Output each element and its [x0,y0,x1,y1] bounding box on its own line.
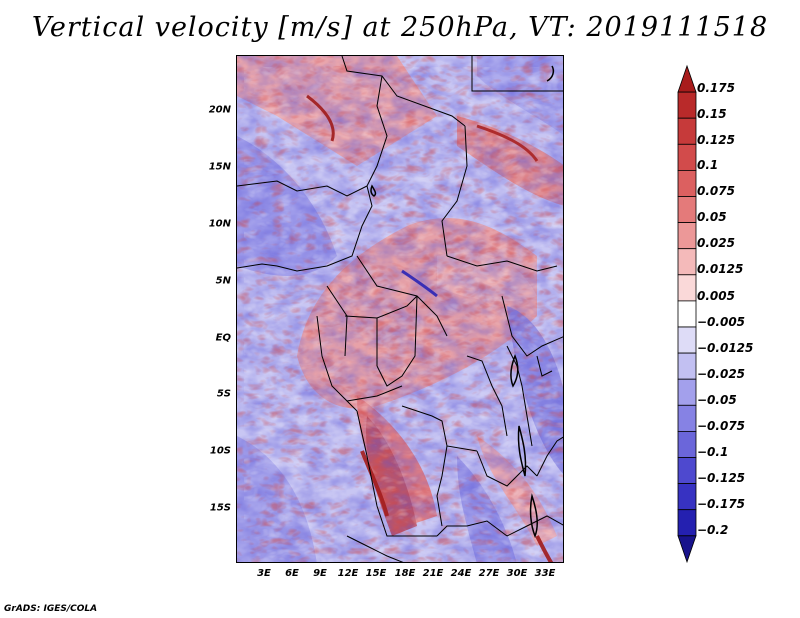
colorbar-segment [677,509,697,537]
colorbar-label: −0.025 [697,367,746,381]
colorbar-label: 0.15 [697,107,727,121]
colorbar-label: 0.075 [697,184,735,198]
colorbar-label: −0.005 [697,315,746,329]
colorbar-segment [677,222,697,250]
colorbar-label: 0.05 [697,210,727,224]
colorbar-segment [677,457,697,485]
colorbar-segment [677,64,697,93]
lon-tick: 3E [257,568,271,579]
lon-tick: 9E [313,568,327,579]
lon-tick: 30E [506,568,528,579]
lon-tick: 24E [450,568,472,579]
colorbar-segment [677,274,697,302]
colorbar-segment [677,300,697,328]
colorbar-label: −0.1 [697,445,729,459]
country-borders [237,56,563,562]
colorbar-segment [677,143,697,171]
colorbar-segment [677,91,697,119]
lat-tick: 5N [215,275,231,287]
lat-tick: 20N [208,104,231,116]
lat-tick: 5S [216,388,231,400]
lakes [370,65,555,539]
lat-tick: EQ [215,332,231,344]
lon-tick: 21E [422,568,444,579]
credit-text: GrADS: IGES/COLA [4,604,98,614]
colorbar-segment [677,378,697,406]
lon-tick: 15E [365,568,387,579]
colorbar-segment [677,117,697,145]
velocity-field [237,56,563,562]
map-area [236,55,564,563]
colorbar-label: −0.2 [697,523,729,537]
lat-tick: 15N [208,161,231,173]
colorbar-label: −0.175 [697,497,746,511]
colorbar-segment [677,326,697,354]
lat-tick: 15S [209,502,231,514]
lon-tick: 27E [478,568,500,579]
colorbar-segment [677,535,697,564]
colorbar-label: 0.125 [697,133,735,147]
lat-tick: 10N [208,218,231,230]
colorbar-segment [677,170,697,197]
colorbar-label: 0.0125 [697,262,744,276]
colorbar-segment [677,248,697,276]
plot-title: Vertical velocity [m/s] at 250hPa, VT: 2… [31,12,769,43]
lon-tick: 6E [285,568,299,579]
colorbar-label: −0.05 [697,393,737,407]
colorbar [677,64,697,564]
colorbar-segment [677,483,697,511]
lon-tick: 12E [337,568,359,579]
colorbar-label: 0.025 [697,236,735,250]
colorbar-label: 0.175 [697,81,735,95]
colorbar-label: 0.1 [697,158,719,172]
colorbar-label: 0.005 [697,289,735,303]
colorbar-label: −0.0125 [697,341,754,355]
colorbar-segment [677,196,697,224]
lon-tick: 33E [534,568,556,579]
lat-tick: 10S [209,445,231,457]
colorbar-segment [677,404,697,432]
colorbar-label: −0.075 [697,419,746,433]
colorbar-segment [677,430,697,458]
colorbar-label: −0.125 [697,471,746,485]
lon-tick: 18E [394,568,416,579]
colorbar-segment [677,352,697,380]
